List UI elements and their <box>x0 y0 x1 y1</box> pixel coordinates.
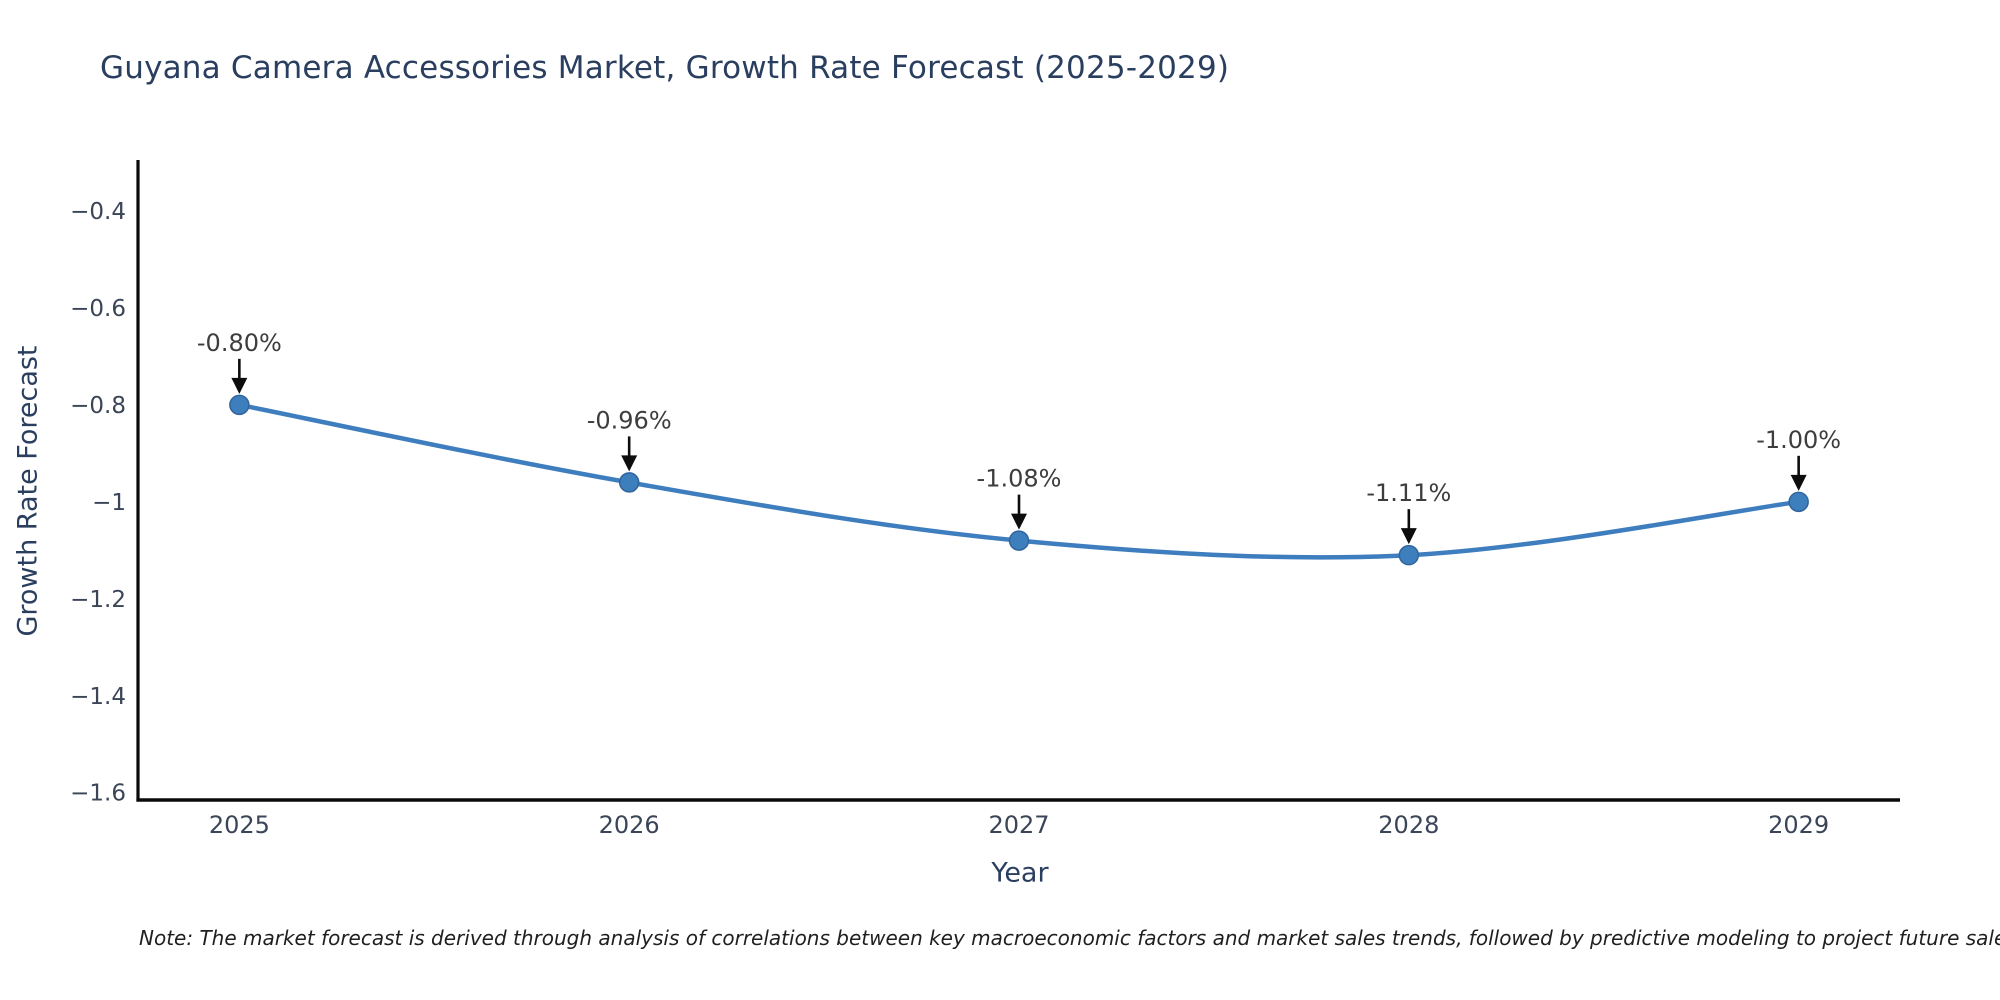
point-label: -1.00% <box>1756 426 1841 454</box>
y-tick-label: −0.6 <box>70 296 126 322</box>
x-tick-label: 2029 <box>1768 811 1829 839</box>
annotation-arrow-head <box>1790 474 1807 491</box>
point-label: -0.96% <box>587 406 672 434</box>
y-tick-label: −0.4 <box>70 199 126 225</box>
point-label: -1.08% <box>977 465 1062 493</box>
y-tick-label: −1.2 <box>70 587 126 613</box>
data-point-marker <box>1788 491 1809 513</box>
y-tick-label: −1.4 <box>70 684 126 710</box>
x-tick-label: 2027 <box>988 811 1049 839</box>
data-point-marker <box>618 472 640 493</box>
point-label: -1.11% <box>1366 479 1451 507</box>
annotation-arrow-head <box>1400 528 1417 545</box>
annotation-arrow-head <box>231 377 248 394</box>
y-tick-label: −1.6 <box>70 781 126 807</box>
x-tick-label: 2026 <box>599 811 660 839</box>
y-tick-label: −0.8 <box>70 393 126 419</box>
chart-title: Guyana Camera Accessories Market, Growth… <box>100 50 1230 86</box>
x-tick-label: 2025 <box>209 811 270 839</box>
footnote: Note: The market forecast is derived thr… <box>139 926 2000 950</box>
annotation-arrow-head <box>1011 513 1027 530</box>
data-point-marker <box>1008 530 1030 551</box>
data-point-marker <box>229 394 250 416</box>
x-axis-title: Year <box>991 857 1049 889</box>
y-tick-label: −1 <box>92 490 126 516</box>
data-point-marker <box>1398 544 1420 566</box>
x-tick-label: 2028 <box>1378 811 1439 839</box>
point-label: -0.80% <box>197 329 282 357</box>
annotation-arrow-head <box>621 455 638 472</box>
